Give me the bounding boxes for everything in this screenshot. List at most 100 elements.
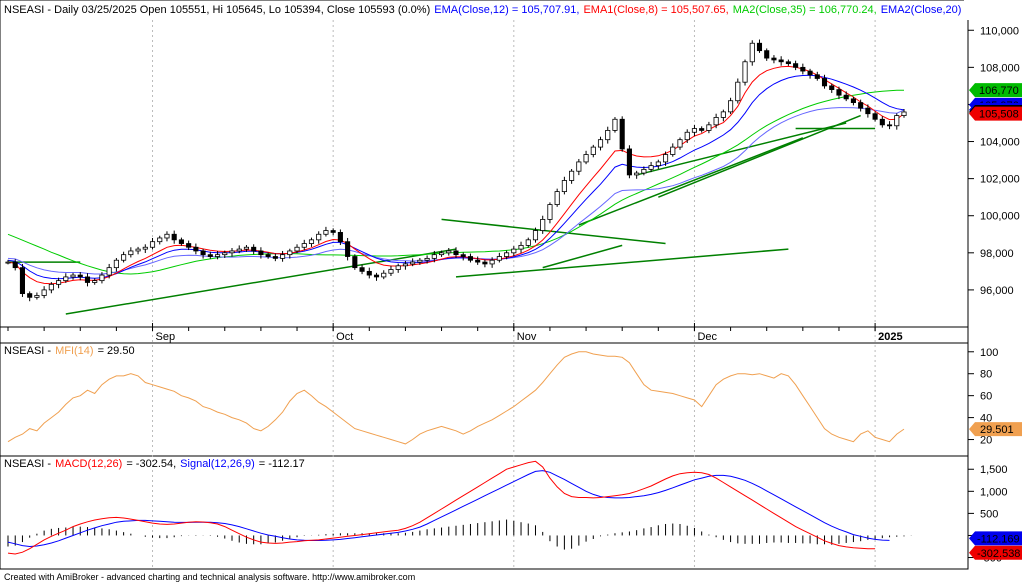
candle-body [844,95,848,99]
month-label: Sep [156,331,176,343]
candle-body [150,242,154,248]
candle-body [331,231,335,233]
candle-body [324,231,328,235]
candle-body [309,240,313,244]
candle-body [418,260,422,262]
candle-body [569,171,573,180]
macd-tick-label: 1,500 [980,464,1008,476]
candle-body [201,251,205,255]
month-label: Nov [517,331,537,343]
candle-body [728,101,732,112]
candle-body [873,114,877,120]
footer-credit: Created with AmiBroker - advanced charti… [4,572,415,582]
candle-body [338,232,342,241]
candle-body [345,242,349,257]
price-title: NSEASI - Daily 03/25/2025 Open 105551, H… [4,4,961,16]
candle-body [64,277,68,281]
price-tick-label: 102,000 [980,174,1020,186]
candle-body [179,240,183,244]
candle-body [49,284,53,290]
candle-body [172,234,176,240]
candle-body [244,247,248,249]
candle-body [461,255,465,257]
candle-body [259,251,263,255]
candle-body [880,119,884,125]
price-tick-label: 98,000 [980,248,1014,260]
candle-body [548,205,552,220]
candle-body [642,169,646,173]
candle-body [692,129,696,133]
price-tick-label: 100,000 [980,211,1020,223]
macd-tick-label: 1,000 [980,486,1008,498]
candle-body [252,247,256,251]
candle-body [721,112,725,118]
candle-body [186,244,190,248]
price-tick-label: 108,000 [980,62,1020,74]
candle-body [620,119,624,149]
mfi-tick-label: 60 [980,391,992,403]
candle-body [28,294,32,298]
candle-body [779,60,783,62]
candle-body [519,245,523,249]
candle-body [35,295,39,297]
candle-body [685,132,689,139]
candle-body [100,275,104,281]
candle-body [121,255,125,261]
candle-body [223,253,227,255]
candle-body [772,58,776,60]
candle-body [230,251,234,253]
candle-body [468,257,472,261]
candle-body [649,166,653,170]
price-tick-label: 96,000 [980,285,1014,297]
candle-body [360,268,364,272]
macd-tick-label: 500 [980,508,998,520]
candle-body [577,162,581,171]
mfi-tick-label: 20 [980,435,992,447]
candle-body [526,240,530,246]
candle-body [801,67,805,71]
candle-body [143,247,147,249]
candle-body [273,257,277,259]
candle-body [584,155,588,162]
candle-body [56,281,60,285]
candle-body [78,275,82,277]
candle-body [822,78,826,85]
candle-body [20,268,24,294]
mfi-title: NSEASI - MFI(14) = 29.50 [4,345,135,357]
candle-body [830,86,834,90]
macd-value-tag: -112.169 [977,533,1020,545]
candle-body [678,140,682,147]
candle-body [902,112,906,116]
candle-body [13,262,17,268]
candle-body [613,119,617,130]
candle-body [439,253,443,255]
candle-body [541,219,545,230]
candle-body [237,249,241,251]
candle-body [396,266,400,270]
candle-body [598,140,602,147]
candle-body [295,247,299,251]
price-tick-label: 110,000 [980,25,1019,37]
candle-body [887,125,891,126]
candle-body [765,51,769,58]
candle-body [389,270,393,274]
candle-body [512,249,516,253]
candle-body [757,43,761,50]
candle-body [208,255,212,257]
candle-body [837,90,841,96]
candle-body [215,255,219,257]
candle-body [671,147,675,154]
mfi-tick-label: 80 [980,369,992,381]
candle-body [288,251,292,255]
candle-body [432,255,436,259]
candle-body [851,99,855,103]
candle-body [410,262,414,264]
price-tag-label: 105,508 [979,109,1019,121]
candle-body [158,238,162,242]
mfi-tick-label: 100 [980,347,998,359]
candle-body [129,251,133,255]
candle-body [591,147,595,154]
candle-body [743,62,747,82]
candle-body [85,277,89,283]
candle-body [353,257,357,268]
